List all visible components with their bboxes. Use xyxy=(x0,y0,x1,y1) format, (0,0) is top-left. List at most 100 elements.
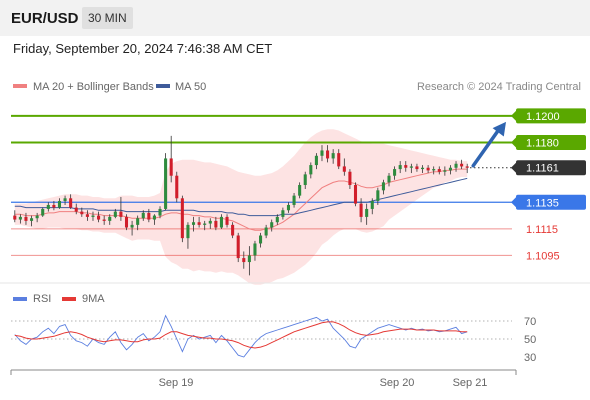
level-label-1.1115: 1.1115 xyxy=(526,224,558,236)
candle xyxy=(124,214,129,231)
level-label-1.1095: 1.1095 xyxy=(526,250,560,262)
candle-body xyxy=(275,216,279,223)
candle xyxy=(91,211,95,221)
candle-body xyxy=(80,211,84,215)
candle xyxy=(57,198,62,209)
candle xyxy=(432,166,436,175)
candle xyxy=(359,198,363,223)
candle-body xyxy=(180,198,184,239)
candle xyxy=(191,216,196,232)
candle xyxy=(18,214,22,224)
candle xyxy=(242,251,246,269)
bollinger-bands xyxy=(14,129,468,285)
candle-body xyxy=(236,235,240,259)
candle-body xyxy=(286,204,291,211)
candle xyxy=(337,149,341,170)
candle xyxy=(247,246,251,276)
candle xyxy=(270,219,274,232)
candle xyxy=(136,215,140,231)
ma50-line xyxy=(14,177,468,217)
candle xyxy=(309,162,313,179)
candle xyxy=(303,171,307,189)
candle-body xyxy=(158,208,162,216)
candle xyxy=(420,165,425,174)
candle-body xyxy=(24,216,28,221)
candle xyxy=(35,212,39,223)
candle xyxy=(113,208,117,219)
candle xyxy=(326,145,330,163)
candle xyxy=(119,196,123,221)
candle xyxy=(13,210,17,223)
rsi-tick-70: 70 xyxy=(524,316,536,328)
candle-body xyxy=(247,255,251,263)
candle-body xyxy=(231,224,235,236)
candle-body xyxy=(30,218,34,221)
candle-body xyxy=(169,158,173,176)
price-levels xyxy=(11,114,512,256)
candle-body xyxy=(365,208,369,217)
candle-body xyxy=(69,198,73,208)
candle xyxy=(264,224,268,239)
candle-body xyxy=(175,175,179,199)
candle xyxy=(320,145,324,162)
candle xyxy=(74,203,78,215)
candle-body xyxy=(448,167,452,171)
candle xyxy=(454,161,458,172)
candle-body xyxy=(337,153,341,167)
candle xyxy=(102,215,106,225)
candle-body xyxy=(97,215,101,220)
level-label-1.1200: 1.1200 xyxy=(526,111,560,123)
candle-body xyxy=(348,171,352,186)
projection-arrow xyxy=(471,121,506,168)
candle xyxy=(186,222,190,249)
candle xyxy=(381,179,385,195)
candle-body xyxy=(270,222,274,228)
candle xyxy=(41,207,45,217)
candle-body xyxy=(152,215,156,220)
candle-body xyxy=(130,224,134,228)
level-tag-1.1200 xyxy=(516,108,586,124)
candle-body xyxy=(91,215,95,217)
candle-body xyxy=(404,165,408,168)
candle-body xyxy=(219,216,223,228)
candle-body xyxy=(303,174,307,186)
candle-body xyxy=(164,158,168,209)
candle xyxy=(460,159,464,170)
candle-body xyxy=(409,166,413,168)
candlesticks xyxy=(13,135,469,276)
candle-body xyxy=(437,169,441,172)
level-tag-pointer-1.1180 xyxy=(511,137,516,148)
candle xyxy=(175,171,179,203)
level-labels: 1.1200 1.1180 1.1161 1.1135 1.1115 1.1095 xyxy=(511,108,586,262)
level-tag-1.1180 xyxy=(516,135,586,150)
candle xyxy=(448,165,452,175)
candle-body xyxy=(214,220,218,228)
candle-body xyxy=(454,163,458,168)
candle xyxy=(46,202,50,212)
candle-body xyxy=(102,219,106,221)
ma50-legend-swatch xyxy=(156,84,170,88)
candle xyxy=(63,195,67,205)
rsi-ma-legend-label: 9MA xyxy=(82,293,105,305)
candle-body xyxy=(342,166,346,172)
candle xyxy=(214,216,218,231)
candle xyxy=(253,240,257,261)
candle xyxy=(130,220,134,236)
candle xyxy=(281,207,285,220)
candle xyxy=(231,222,235,239)
candle xyxy=(97,211,101,223)
candle xyxy=(147,208,151,223)
rsi-ma-legend-swatch xyxy=(62,297,76,301)
candle-body xyxy=(225,216,229,225)
candle-body xyxy=(398,165,402,170)
candle xyxy=(342,158,346,176)
interval-button[interactable]: 30 MIN xyxy=(82,7,133,29)
candle xyxy=(348,169,352,189)
x-tick-label: Sep 20 xyxy=(380,377,415,389)
ma20-line xyxy=(14,168,468,231)
rsi-tick-30: 30 xyxy=(524,352,536,364)
candle xyxy=(108,214,112,225)
candle xyxy=(314,153,318,170)
projection-arrow-shaft xyxy=(471,126,502,168)
